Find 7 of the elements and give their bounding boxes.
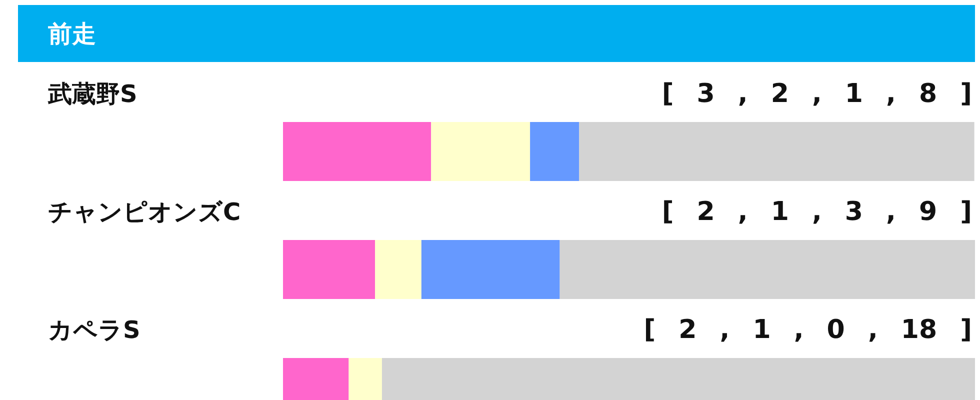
text: 前走 xyxy=(47,20,96,48)
annotation: [ 2 , 1 , 3 , 9 ] xyxy=(662,197,972,227)
annotation: [ 3 , 2 , 1 , 8 ] xyxy=(662,79,972,109)
y-tick-label: チャンピオンズC xyxy=(48,198,241,226)
annotation: [ 2 , 1 , 0 , 18 ] xyxy=(644,315,972,345)
y-tick-label: カペラS xyxy=(48,316,140,344)
y-tick-label: 武蔵野S xyxy=(47,80,138,108)
